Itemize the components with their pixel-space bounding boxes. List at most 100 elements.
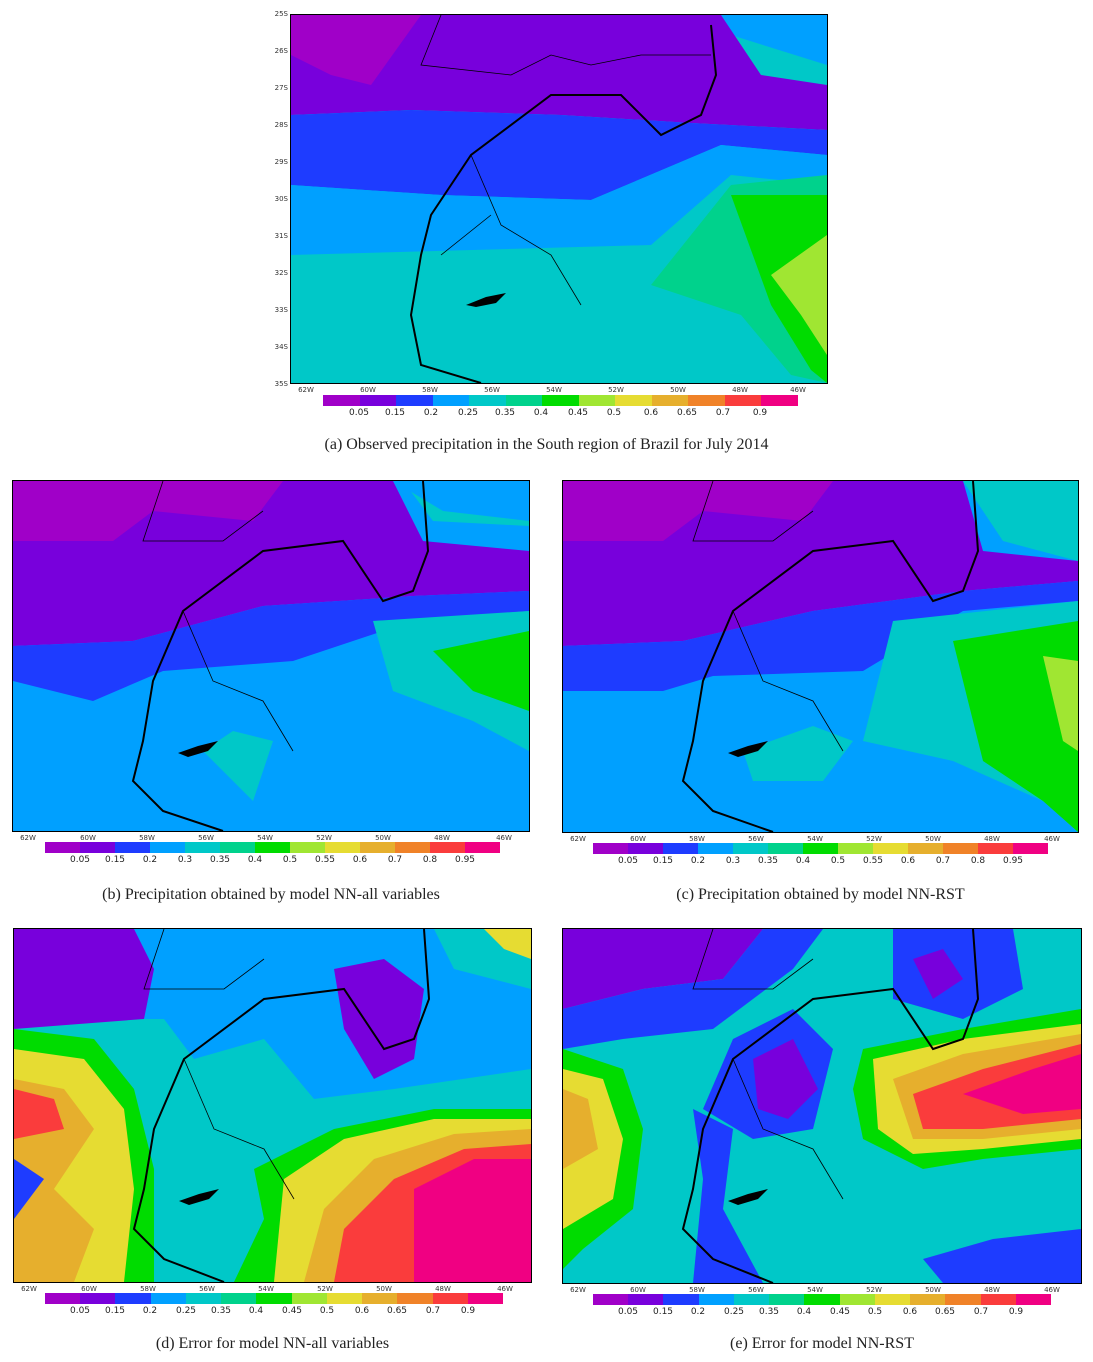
lon-label: 46W bbox=[496, 834, 512, 842]
colorbar-swatch bbox=[945, 1294, 981, 1305]
colorbar-swatch bbox=[291, 1293, 327, 1304]
lon-label: 60W bbox=[81, 1285, 97, 1293]
coastline bbox=[132, 929, 431, 1282]
lon-label: 58W bbox=[422, 386, 438, 394]
lake-shape bbox=[178, 741, 218, 757]
colorbar-label: 0.35 bbox=[494, 408, 516, 418]
colorbar-label: 0.5 bbox=[830, 856, 846, 866]
lat-label: 34S bbox=[274, 343, 288, 351]
colorbar-label: 0.6 bbox=[352, 855, 368, 865]
lat-label: 25S bbox=[274, 10, 288, 18]
lat-label: 28S bbox=[274, 121, 288, 129]
colorbar-label: 0.7 bbox=[425, 1306, 441, 1316]
lon-label: 50W bbox=[376, 1285, 392, 1293]
colorbar-swatch bbox=[505, 395, 543, 406]
colorbar-label: 0.05 bbox=[348, 408, 370, 418]
colorbar-label: 0.5 bbox=[867, 1307, 883, 1317]
lon-label: 50W bbox=[375, 834, 391, 842]
colorbar-swatch bbox=[115, 1293, 151, 1304]
panel-a-lon-labels: 62W 60W 58W 56W 54W 52W 50W 48W 46W bbox=[290, 386, 828, 396]
coastline bbox=[681, 481, 980, 832]
colorbar-swatch bbox=[542, 395, 579, 406]
colorbar-swatch bbox=[80, 842, 115, 853]
lon-label: 60W bbox=[80, 834, 96, 842]
lon-label: 54W bbox=[807, 835, 823, 843]
coastline bbox=[681, 929, 980, 1283]
lat-label: 35S bbox=[274, 380, 288, 388]
colorbar-swatch bbox=[80, 1293, 116, 1304]
colorbar-label: 0.15 bbox=[104, 1306, 126, 1316]
panel-a-lat-labels: 25S 26S 27S 28S 29S 30S 31S 32S 33S 34S … bbox=[252, 10, 288, 388]
colorbar-swatch bbox=[220, 842, 255, 853]
lon-label: 50W bbox=[925, 835, 941, 843]
lat-label: 27S bbox=[274, 84, 288, 92]
panel-c-colorbar bbox=[593, 843, 1048, 854]
lon-label: 60W bbox=[630, 835, 646, 843]
colorbar-swatch bbox=[432, 1293, 468, 1304]
border-lines bbox=[142, 481, 294, 752]
colorbar-swatch bbox=[469, 395, 506, 406]
colorbar-label: 0.3 bbox=[177, 855, 193, 865]
colorbar-swatch bbox=[360, 842, 395, 853]
colorbar-label: 0.3 bbox=[725, 856, 741, 866]
panel-e-colorbar-labels: 0.05 0.15 0.2 0.25 0.35 0.4 0.45 0.5 0.6… bbox=[593, 1307, 1051, 1319]
colorbar-swatch bbox=[651, 395, 689, 406]
colorbar-label: 0.9 bbox=[1008, 1307, 1024, 1317]
lon-label: 48W bbox=[434, 834, 450, 842]
panel-b-map bbox=[12, 480, 530, 832]
colorbar-label: 0.8 bbox=[422, 855, 438, 865]
colorbar-label: 0.95 bbox=[1002, 856, 1024, 866]
colorbar-swatch bbox=[733, 843, 768, 854]
colorbar-label: 0.55 bbox=[314, 855, 336, 865]
lon-label: 58W bbox=[689, 1286, 705, 1294]
colorbar-label: 0.4 bbox=[796, 1307, 812, 1317]
panel-d-colorbar bbox=[45, 1293, 504, 1304]
colorbar-swatch bbox=[256, 1293, 292, 1304]
colorbar-label: 0.05 bbox=[69, 855, 91, 865]
lat-label: 32S bbox=[274, 269, 288, 277]
colorbar-label: 0.25 bbox=[457, 408, 479, 418]
colorbar-label: 0.7 bbox=[387, 855, 403, 865]
panel-b-caption: (b) Precipitation obtained by model NN-a… bbox=[102, 886, 440, 903]
border-lines bbox=[143, 929, 295, 1200]
colorbar-swatch bbox=[804, 1294, 840, 1305]
colorbar-swatch bbox=[467, 1293, 504, 1304]
colorbar-swatch bbox=[698, 1294, 734, 1305]
panel-e-colorbar bbox=[593, 1294, 1052, 1305]
colorbar-swatch bbox=[724, 395, 762, 406]
colorbar-label: 0.05 bbox=[69, 1306, 91, 1316]
colorbar-swatch bbox=[221, 1293, 257, 1304]
colorbar-label: 0.95 bbox=[454, 855, 476, 865]
colorbar-label: 0.15 bbox=[652, 856, 674, 866]
colorbar-label: 0.9 bbox=[752, 408, 768, 418]
colorbar-label: 0.45 bbox=[281, 1306, 303, 1316]
coastline bbox=[131, 481, 430, 831]
lon-label: 48W bbox=[984, 835, 1000, 843]
lon-label: 52W bbox=[608, 386, 624, 394]
colorbar-swatch bbox=[908, 843, 943, 854]
lon-label: 60W bbox=[630, 1286, 646, 1294]
lon-label: 46W bbox=[497, 1285, 513, 1293]
colorbar-label: 0.2 bbox=[690, 1307, 706, 1317]
colorbar-label: 0.05 bbox=[617, 1307, 639, 1317]
colorbar-swatch bbox=[1015, 1294, 1052, 1305]
panel-c-colorbar-labels: 0.05 0.15 0.2 0.3 0.35 0.4 0.5 0.55 0.6 … bbox=[593, 856, 1048, 868]
colorbar-label: 0.6 bbox=[643, 408, 659, 418]
lon-label: 56W bbox=[748, 1286, 764, 1294]
panel-c-map bbox=[562, 480, 1079, 833]
lon-label: 52W bbox=[316, 834, 332, 842]
lon-label: 58W bbox=[139, 834, 155, 842]
lat-label: 31S bbox=[274, 232, 288, 240]
colorbar-label: 0.7 bbox=[715, 408, 731, 418]
border-lines bbox=[692, 481, 844, 752]
colorbar-swatch bbox=[290, 842, 325, 853]
colorbar-swatch bbox=[326, 1293, 363, 1304]
colorbar-label: 0.25 bbox=[175, 1306, 197, 1316]
lon-label: 58W bbox=[689, 835, 705, 843]
panel-c-caption: (c) Precipitation obtained by model NN-R… bbox=[676, 886, 965, 903]
colorbar-swatch bbox=[615, 395, 652, 406]
colorbar-swatch bbox=[910, 1294, 946, 1305]
colorbar-label: 0.4 bbox=[533, 408, 549, 418]
lake-shape bbox=[728, 1189, 768, 1205]
colorbar-swatch bbox=[395, 842, 430, 853]
